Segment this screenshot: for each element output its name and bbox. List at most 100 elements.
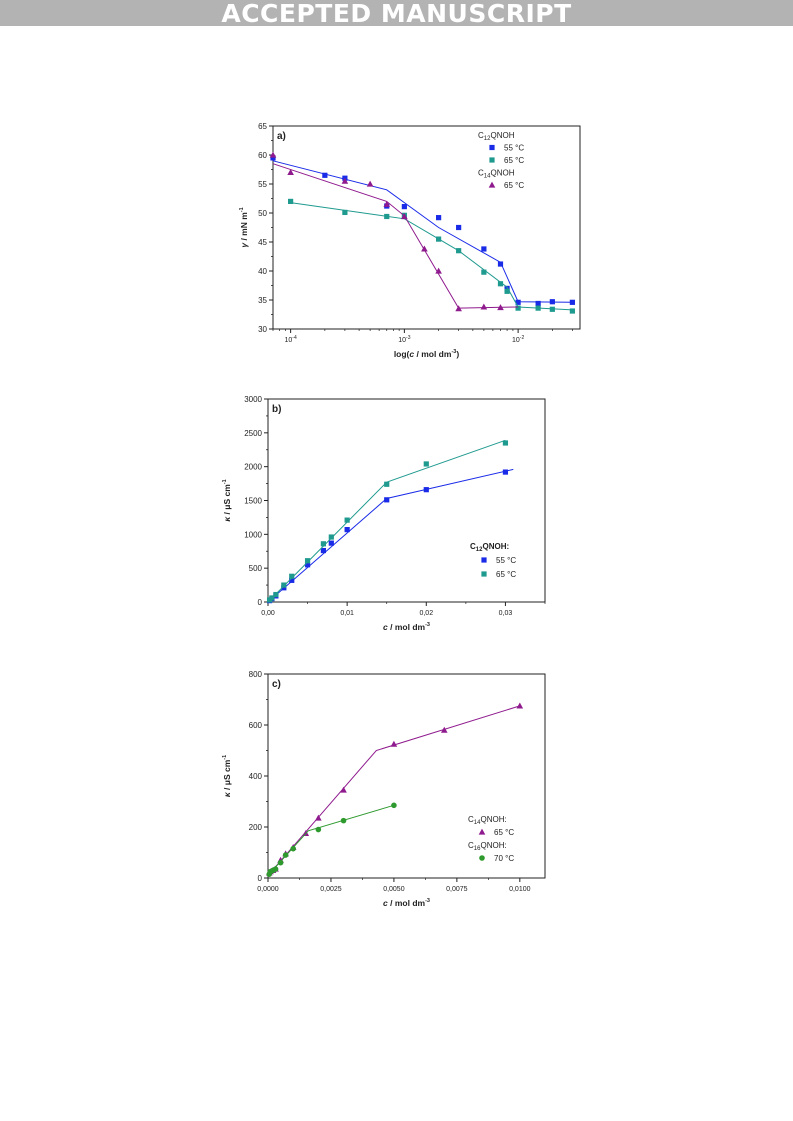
legend-marker — [481, 557, 487, 563]
data-point — [304, 562, 311, 568]
y-tick-label: 65 — [258, 122, 267, 131]
y-tick-label: 2500 — [244, 429, 262, 438]
x-tick-label: 0,00 — [261, 610, 275, 617]
data-point — [401, 213, 408, 220]
legend-header: C12QNOH: — [470, 542, 509, 553]
legend-header: C14QNOH — [478, 169, 515, 180]
legend-marker — [478, 828, 486, 835]
data-point — [384, 497, 390, 503]
x-tick-label: 0,0050 — [383, 886, 405, 893]
y-axis-label: γ / mN m-1 — [239, 207, 249, 247]
data-point — [272, 866, 279, 872]
y-tick-label: 1500 — [244, 497, 262, 506]
data-point — [289, 577, 295, 583]
fit-line — [272, 160, 573, 303]
data-point — [436, 236, 442, 242]
y-tick-label: 2000 — [244, 463, 262, 472]
y-tick-label: 0 — [258, 874, 263, 883]
data-point — [497, 261, 504, 267]
legend-label: 55 °C — [496, 556, 516, 565]
data-point — [569, 299, 575, 305]
data-point — [340, 817, 347, 824]
series-1 — [266, 802, 397, 877]
fit-line — [290, 202, 573, 311]
data-point — [277, 859, 284, 866]
fit-line — [267, 468, 514, 603]
y-tick-label: 60 — [258, 151, 267, 160]
y-tick-label: 45 — [258, 238, 267, 247]
chart-c-conductivity-c14-c16: 0 200 400 600 800 0,0000 0,0025 0,0050 0,0075 0,0… — [222, 670, 546, 908]
y-tick-label: 35 — [258, 296, 267, 305]
data-point — [287, 169, 294, 175]
x-axis-label: c / mol dm-3 — [383, 622, 430, 632]
data-point — [288, 198, 294, 204]
data-point — [344, 517, 350, 523]
x-tick-label: 10-3 — [398, 335, 410, 344]
data-point — [281, 582, 287, 588]
data-point — [456, 248, 462, 254]
data-point — [423, 461, 429, 467]
y-tick-label: 30 — [258, 325, 267, 334]
x-tick-label: 10-4 — [284, 335, 296, 344]
data-point — [328, 540, 334, 546]
data-point — [456, 224, 462, 231]
data-point — [340, 786, 347, 793]
data-point — [502, 440, 509, 446]
data-point — [315, 826, 322, 833]
y-tick-label: 40 — [258, 267, 267, 276]
plot-frame — [272, 125, 581, 330]
data-point — [515, 299, 521, 305]
series-1 — [288, 198, 575, 314]
data-point — [344, 526, 350, 533]
figure-panel: 30 35 40 45 50 55 60 65 10-4 10-3 10-2 log(c / mol … — [200, 96, 592, 922]
data-point — [421, 245, 428, 252]
fit-line — [272, 163, 519, 309]
data-point — [391, 802, 397, 809]
x-tick-label: 0,03 — [499, 610, 513, 617]
data-point — [320, 547, 326, 554]
y-tick-label: 200 — [249, 823, 263, 832]
data-point — [290, 845, 296, 852]
legend-marker — [479, 855, 485, 861]
chart-b-conductivity-c12: 0 500 1000 1500 2000 2500 3000 0,00 0,01 0,02 0,03… — [222, 395, 546, 632]
data-point — [504, 288, 510, 294]
data-point — [480, 303, 488, 310]
y-tick-label: 3000 — [244, 395, 262, 404]
data-point — [273, 591, 279, 598]
x-axis-label: log(c / mol dm-3) — [394, 349, 460, 359]
data-point — [504, 285, 510, 291]
data-point — [535, 305, 541, 311]
panel-label: c) — [272, 679, 281, 690]
data-point — [315, 814, 322, 821]
data-point — [383, 200, 391, 207]
data-point — [497, 304, 504, 311]
fit-line — [267, 439, 506, 603]
chart-a-surface-tension: 30 35 40 45 50 55 60 65 10-4 10-3 10-2 log(c / mol … — [239, 122, 581, 359]
data-point — [549, 306, 555, 312]
series-0 — [266, 468, 514, 604]
data-point — [342, 209, 348, 216]
data-point — [455, 305, 462, 312]
data-point — [328, 534, 334, 540]
data-point — [497, 281, 504, 287]
legend-label: 65 °C — [496, 570, 516, 579]
data-point — [322, 172, 328, 178]
x-tick-label: 0,0100 — [509, 886, 531, 893]
data-point — [320, 541, 326, 547]
legend-header: C12QNOH — [478, 131, 515, 142]
data-point — [481, 269, 487, 275]
x-tick-label: 0,02 — [419, 610, 433, 617]
data-point — [289, 573, 295, 579]
y-tick-label: 500 — [249, 564, 263, 573]
y-tick-label: 50 — [258, 209, 267, 218]
x-tick-label: 0,01 — [340, 610, 354, 617]
data-point — [440, 726, 448, 733]
data-point — [516, 702, 524, 709]
data-point — [341, 177, 349, 184]
y-tick-label: 400 — [249, 772, 263, 781]
legend-header: C14QNOH: — [468, 815, 507, 826]
data-point — [366, 180, 374, 187]
data-point — [269, 595, 275, 601]
data-point — [282, 852, 289, 858]
data-point — [435, 267, 442, 274]
